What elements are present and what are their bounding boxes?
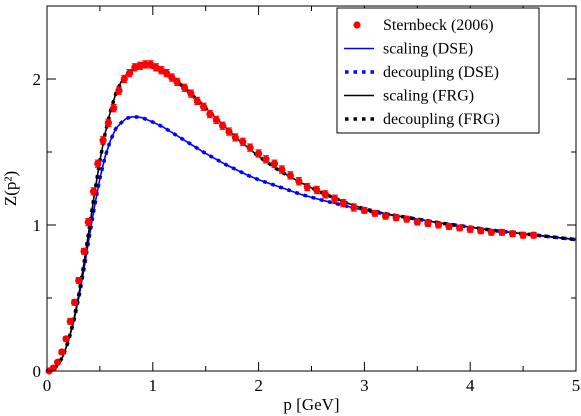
- data-point: [445, 222, 453, 231]
- x-tick-label: 1: [149, 376, 158, 395]
- data-point: [115, 87, 123, 95]
- data-point: [120, 75, 128, 83]
- data-point: [193, 97, 201, 105]
- series-line: [46, 115, 577, 373]
- data-point: [99, 136, 107, 144]
- data-point: [498, 228, 506, 236]
- axes-layer: 0 1 2 3 4 5 0 1 2: [33, 6, 581, 395]
- x-tick-label: 0: [43, 376, 52, 395]
- legend: Sternbeck (2006) scaling (DSE) decoupling …: [336, 7, 540, 134]
- points-layer: [45, 60, 538, 375]
- x-tick-label: 2: [254, 376, 263, 395]
- data-point: [255, 149, 263, 158]
- data-point: [58, 348, 66, 356]
- legend-label: decoupling (FRG): [383, 111, 500, 128]
- data-point: [80, 247, 88, 255]
- y-tick-label: 0: [33, 362, 42, 381]
- y-axis-label: Z(p²): [1, 171, 20, 206]
- data-point: [225, 127, 233, 136]
- series-line: [46, 116, 577, 372]
- data-point: [187, 90, 195, 98]
- data-point: [313, 186, 321, 194]
- data-point: [270, 160, 279, 168]
- data-point: [162, 69, 171, 77]
- data-point: [519, 231, 527, 239]
- data-point: [331, 195, 339, 203]
- data-point: [231, 133, 239, 141]
- data-point: [212, 116, 220, 124]
- data-point: [303, 183, 311, 191]
- data-point: [75, 276, 83, 285]
- x-tick-label: 4: [466, 376, 475, 395]
- data-point: [413, 218, 421, 226]
- data-point: [94, 160, 102, 168]
- data-point: [66, 317, 74, 325]
- data-point: [104, 119, 112, 127]
- data-point: [239, 138, 247, 146]
- y-tick-label: 2: [33, 70, 42, 89]
- data-point: [125, 69, 134, 77]
- data-point: [180, 84, 189, 92]
- data-point: [199, 103, 208, 111]
- data-point: [62, 335, 70, 343]
- data-point: [424, 219, 432, 228]
- data-point: [477, 227, 485, 235]
- data-point: [168, 73, 176, 82]
- data-point: [49, 364, 57, 372]
- legend-marker: [353, 21, 361, 29]
- data-point: [246, 144, 254, 152]
- legend-label: decoupling (DSE): [383, 64, 499, 81]
- data-point: [456, 224, 464, 232]
- data-point: [110, 104, 118, 112]
- data-point: [147, 60, 155, 68]
- data-point: [84, 218, 92, 226]
- data-point: [157, 66, 165, 74]
- data-point: [350, 203, 358, 212]
- data-point: [530, 231, 538, 239]
- x-tick-label: 5: [572, 376, 581, 395]
- data-point: [403, 215, 411, 223]
- data-point: [53, 358, 62, 366]
- data-point: [371, 209, 379, 217]
- legend-label: Sternbeck (2006): [383, 17, 494, 34]
- data-point: [295, 177, 303, 185]
- data-point: [360, 206, 368, 214]
- y-tick-label: 1: [33, 216, 42, 235]
- data-point: [278, 165, 286, 174]
- data-point: [219, 122, 227, 130]
- legend-label: scaling (DSE): [383, 41, 473, 58]
- x-tick-label: 3: [360, 376, 369, 395]
- data-point: [381, 212, 390, 220]
- data-point: [508, 230, 517, 238]
- data-point: [339, 199, 347, 207]
- data-point: [392, 214, 400, 222]
- data-point: [434, 221, 443, 229]
- data-point: [173, 78, 181, 86]
- data-point: [262, 155, 270, 163]
- data-point: [487, 228, 495, 236]
- data-point: [89, 187, 98, 196]
- data-point: [206, 110, 214, 118]
- data-point: [321, 190, 329, 198]
- data-point: [466, 225, 474, 233]
- data-point: [152, 63, 160, 71]
- data-point: [141, 60, 149, 68]
- legend-label: scaling (FRG): [383, 88, 474, 105]
- data-point: [70, 298, 79, 306]
- data-point: [286, 171, 294, 179]
- x-axis-label: p [GeV]: [283, 395, 339, 414]
